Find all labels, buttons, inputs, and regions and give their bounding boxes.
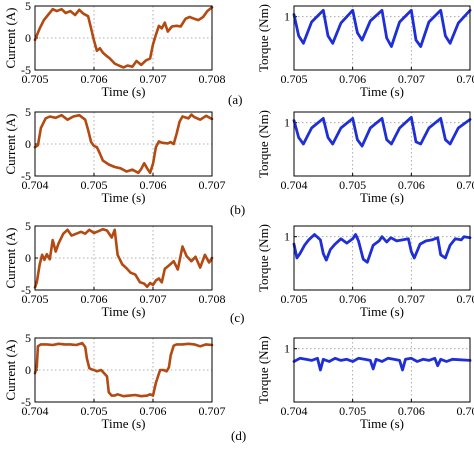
x-tick-label-b-left: 0.706 bbox=[140, 178, 167, 192]
x-tick-label-c-right: 0.707 bbox=[398, 292, 425, 306]
y-tick-label-c-left: -5 bbox=[21, 283, 31, 297]
y-tick-label-b-left: 0 bbox=[25, 137, 31, 151]
x-tick-label-c-right: 0.706 bbox=[339, 292, 366, 306]
panel-label-a: (a) bbox=[228, 92, 242, 107]
y-tick-label-a-left: -5 bbox=[21, 63, 31, 77]
series-line-a-right bbox=[292, 8, 472, 48]
axes-frame-c-left bbox=[34, 225, 213, 291]
axes-frame-c-right bbox=[293, 225, 471, 291]
y-tick-label-b-left: 5 bbox=[25, 105, 31, 119]
y-tick-label-d-left: -5 bbox=[21, 395, 31, 409]
x-tick-label-c-right: 0.708 bbox=[457, 292, 474, 306]
axes-frame-d-right bbox=[293, 337, 471, 403]
x-tick-label-a-right: 0.707 bbox=[398, 72, 425, 86]
y-tick-label-a-right: 1 bbox=[284, 10, 290, 24]
x-tick-label-d-left: 0.707 bbox=[199, 404, 226, 418]
x-tick-label-b-left: 0.705 bbox=[81, 178, 108, 192]
x-axis-label-b-right: Time (s) bbox=[360, 190, 404, 205]
y-axis-label-a-right: Torque (Nm) bbox=[256, 4, 271, 72]
y-tick-label-a-left: 0 bbox=[25, 31, 31, 45]
axes-frame-d-left bbox=[34, 337, 213, 403]
y-tick-label-b-right: 1 bbox=[284, 116, 290, 130]
x-axis-label-d-right: Time (s) bbox=[360, 416, 404, 431]
y-tick-label-d-right: 1 bbox=[284, 342, 290, 356]
x-tick-label-b-right: 0.706 bbox=[398, 178, 425, 192]
series-line-c-right bbox=[292, 233, 472, 264]
x-tick-label-d-right: 0.704 bbox=[281, 404, 308, 418]
series-line-d-right bbox=[292, 356, 472, 372]
x-axis-label-d-left: Time (s) bbox=[102, 416, 146, 431]
axes-frame-a-right bbox=[293, 5, 471, 71]
x-tick-label-d-right: 0.706 bbox=[398, 404, 425, 418]
x-tick-label-a-right: 0.708 bbox=[457, 72, 474, 86]
x-tick-label-b-right: 0.707 bbox=[457, 178, 474, 192]
panel-label-c: (c) bbox=[230, 310, 244, 325]
y-axis-label-c-right: Torque (Nm) bbox=[256, 224, 271, 292]
series-line-a-left bbox=[33, 6, 214, 69]
x-tick-label-b-right: 0.704 bbox=[281, 178, 308, 192]
x-axis-label-a-right: Time (s) bbox=[360, 84, 404, 99]
x-axis-label-c-right: Time (s) bbox=[360, 304, 404, 319]
x-tick-label-a-right: 0.705 bbox=[281, 72, 308, 86]
y-tick-label-d-left: 0 bbox=[25, 363, 31, 377]
series-line-b-right bbox=[292, 115, 472, 148]
y-axis-label-b-left: Current (A) bbox=[3, 113, 18, 174]
axes-frame-a-left bbox=[34, 5, 213, 71]
y-tick-label-b-left: -5 bbox=[21, 169, 31, 183]
x-tick-label-b-right: 0.705 bbox=[339, 178, 366, 192]
x-tick-label-b-left: 0.707 bbox=[199, 178, 226, 192]
x-axis-label-a-left: Time (s) bbox=[102, 84, 146, 99]
x-tick-label-c-left: 0.707 bbox=[140, 292, 167, 306]
y-axis-label-d-right: Torque (Nm) bbox=[256, 336, 271, 404]
y-axis-label-c-left: Current (A) bbox=[3, 227, 18, 288]
y-axis-label-a-left: Current (A) bbox=[3, 7, 18, 68]
x-tick-label-d-left: 0.705 bbox=[81, 404, 108, 418]
panel-label-d: (d) bbox=[231, 428, 246, 443]
x-tick-label-d-right: 0.705 bbox=[339, 404, 366, 418]
x-tick-label-a-right: 0.706 bbox=[339, 72, 366, 86]
y-tick-label-c-left: 0 bbox=[25, 251, 31, 265]
x-tick-label-d-left: 0.704 bbox=[22, 404, 49, 418]
x-tick-label-d-left: 0.706 bbox=[140, 404, 167, 418]
x-tick-label-c-right: 0.705 bbox=[281, 292, 308, 306]
x-tick-label-a-left: 0.705 bbox=[22, 72, 49, 86]
x-tick-label-a-left: 0.706 bbox=[81, 72, 108, 86]
y-tick-label-d-left: 5 bbox=[25, 331, 31, 345]
series-line-b-left bbox=[33, 113, 214, 175]
x-tick-label-c-left: 0.708 bbox=[199, 292, 226, 306]
x-tick-label-a-left: 0.708 bbox=[199, 72, 226, 86]
x-tick-label-b-left: 0.704 bbox=[22, 178, 49, 192]
y-tick-label-c-left: 5 bbox=[25, 219, 31, 233]
x-axis-label-c-left: Time (s) bbox=[102, 304, 146, 319]
axes-frame-b-right bbox=[293, 111, 471, 177]
series-line-d-left bbox=[33, 341, 214, 398]
x-tick-label-c-left: 0.705 bbox=[22, 292, 49, 306]
y-tick-label-a-left: 5 bbox=[25, 0, 31, 13]
series-line-c-left bbox=[33, 227, 214, 289]
y-axis-label-d-left: Current (A) bbox=[3, 339, 18, 400]
x-tick-label-c-left: 0.706 bbox=[81, 292, 108, 306]
y-axis-label-b-right: Torque (Nm) bbox=[256, 110, 271, 178]
axes-frame-b-left bbox=[34, 111, 213, 177]
x-tick-label-d-right: 0.707 bbox=[457, 404, 474, 418]
x-axis-label-b-left: Time (s) bbox=[102, 190, 146, 205]
y-tick-label-c-right: 1 bbox=[284, 230, 290, 244]
x-tick-label-a-left: 0.707 bbox=[140, 72, 167, 86]
panel-label-b: (b) bbox=[230, 202, 245, 217]
